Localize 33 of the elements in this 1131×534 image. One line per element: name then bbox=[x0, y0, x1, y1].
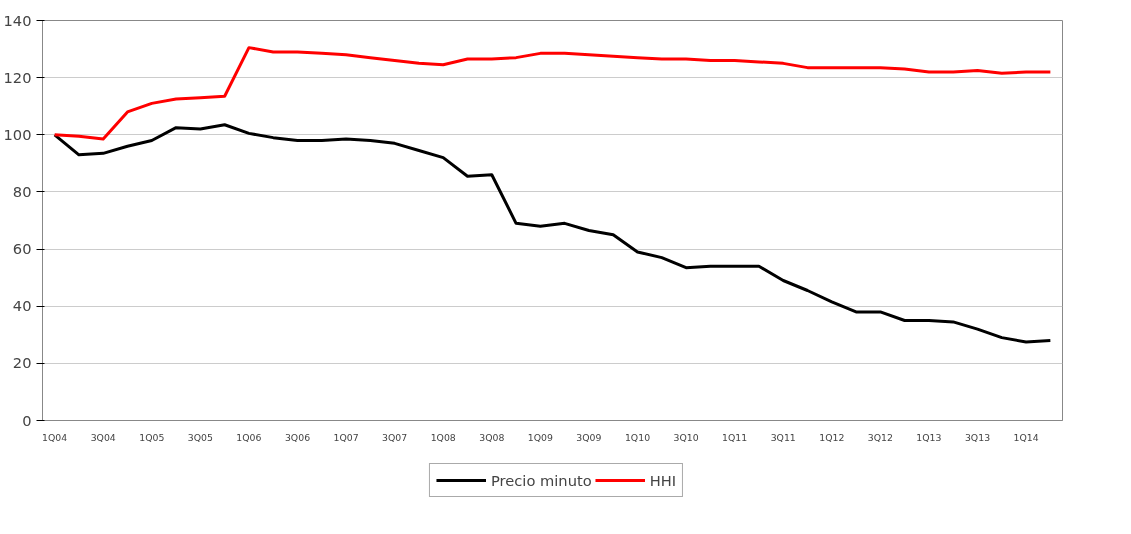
y-tick-label: 60 bbox=[12, 240, 32, 258]
y-tick-label: 140 bbox=[3, 11, 32, 29]
x-tick-label: 1Q06 bbox=[236, 431, 262, 443]
x-tick-label: 3Q13 bbox=[964, 431, 991, 443]
x-tick-label: 1Q09 bbox=[527, 431, 553, 443]
x-tick-label: 3Q06 bbox=[284, 431, 311, 443]
legend-label: HHI bbox=[649, 471, 677, 489]
y-tick-label: 40 bbox=[12, 297, 32, 315]
x-tick-label: 3Q08 bbox=[479, 431, 505, 443]
line-series bbox=[53, 123, 1052, 344]
x-tick-label: 3Q11 bbox=[770, 431, 796, 443]
x-tick-label: 1Q10 bbox=[624, 431, 651, 443]
y-tick-label: 120 bbox=[3, 68, 32, 86]
x-tick-label: 1Q14 bbox=[1013, 431, 1039, 443]
x-tick-label: 3Q12 bbox=[867, 431, 893, 443]
x-tick-label: 3Q07 bbox=[382, 431, 408, 443]
x-tick-label: 1Q11 bbox=[722, 431, 748, 443]
x-tick-label: 1Q12 bbox=[819, 431, 845, 443]
y-tick-label: 100 bbox=[3, 125, 32, 143]
x-tick-label: 3Q04 bbox=[90, 431, 116, 443]
y-tick-label: 20 bbox=[12, 354, 32, 372]
x-tick-label: 1Q07 bbox=[333, 431, 359, 443]
y-tick-label: 0 bbox=[22, 411, 32, 429]
x-tick-label: 3Q05 bbox=[187, 431, 213, 443]
x-tick-label: 1Q13 bbox=[916, 431, 942, 443]
x-tick-label: 1Q04 bbox=[42, 431, 68, 443]
legend-label: Precio minuto bbox=[490, 471, 592, 489]
x-tick-label: 3Q09 bbox=[576, 431, 602, 443]
x-tick-label: 1Q08 bbox=[430, 431, 456, 443]
line-series bbox=[53, 46, 1052, 141]
x-tick-label: 3Q10 bbox=[673, 431, 699, 443]
x-tick-label: 1Q05 bbox=[139, 431, 165, 443]
y-tick-label: 80 bbox=[12, 182, 32, 200]
